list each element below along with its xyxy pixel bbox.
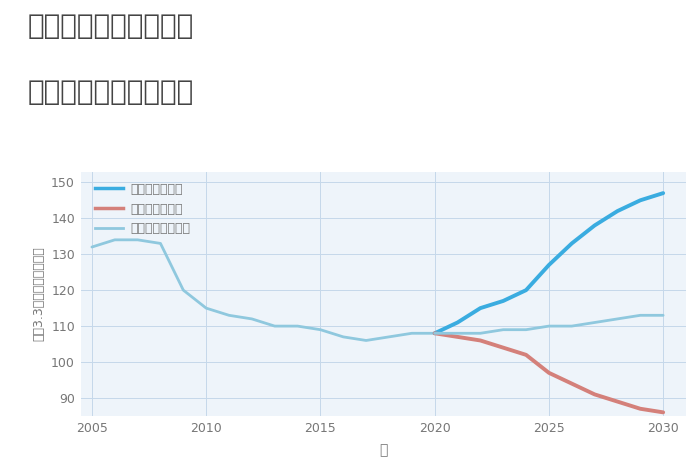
Y-axis label: 坪（3.3㎡）単価（万円）: 坪（3.3㎡）単価（万円） (32, 246, 46, 341)
X-axis label: 年: 年 (379, 443, 387, 457)
Legend: グッドシナリオ, バッドシナリオ, ノーマルシナリオ: グッドシナリオ, バッドシナリオ, ノーマルシナリオ (93, 180, 192, 238)
Text: 中古戸建ての価格推移: 中古戸建ての価格推移 (28, 78, 195, 106)
Text: 奈良県奈良市学園中の: 奈良県奈良市学園中の (28, 12, 195, 40)
